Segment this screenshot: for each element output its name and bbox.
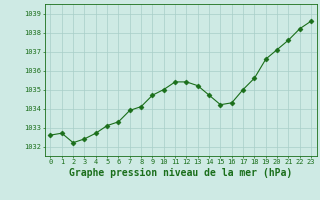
X-axis label: Graphe pression niveau de la mer (hPa): Graphe pression niveau de la mer (hPa) [69,168,292,178]
